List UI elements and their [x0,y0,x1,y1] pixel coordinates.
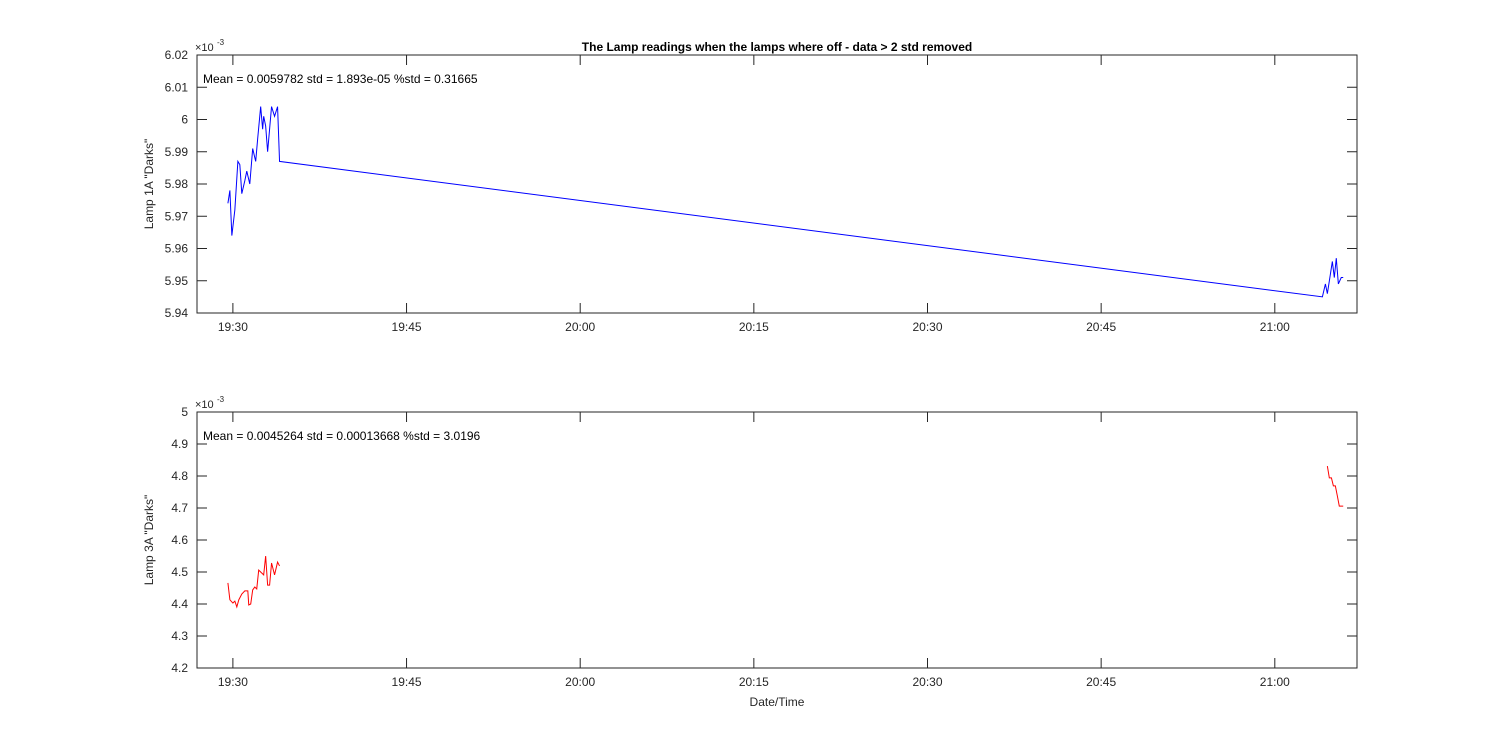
y-tick-label: 5.99 [165,145,189,159]
x-tick-label: 21:00 [1260,320,1290,334]
x-tick-label: 20:30 [912,320,942,334]
y-tick-label: 4.8 [171,469,188,483]
y-tick-label: 5.97 [165,209,189,223]
y-tick-label: 4.6 [171,533,188,547]
x-tick-label: 20:30 [912,675,942,689]
y-scale-base: ×10 [195,399,214,411]
x-tick-label: 19:45 [392,320,422,334]
annotation: Mean = 0.0059782 std = 1.893e-05 %std = … [203,72,478,86]
y-tick-label: 4.7 [171,501,188,515]
x-tick-label: 20:45 [1086,675,1116,689]
y-axis-label: Lamp 3A "Darks" [142,495,156,586]
y-tick-label: 4.9 [171,437,188,451]
y-tick-label: 5 [181,405,188,419]
y-tick-label: 5.95 [165,274,189,288]
y-tick-label: 6.01 [165,80,189,94]
y-tick-label: 6.02 [165,48,189,62]
x-tick-label: 21:00 [1260,675,1290,689]
x-tick-label: 19:45 [392,675,422,689]
x-tick-label: 20:00 [565,675,595,689]
chart-title: The Lamp readings when the lamps where o… [582,40,972,54]
x-tick-label: 19:30 [218,320,248,334]
x-tick-label: 20:45 [1086,320,1116,334]
x-tick-label: 19:30 [218,675,248,689]
plot-area [196,411,1358,669]
y-tick-label: 4.2 [171,661,188,675]
y-scale-exponent: -3 [217,38,225,47]
y-tick-label: 4.4 [171,597,188,611]
x-axis-label: Date/Time [750,695,805,709]
y-tick-label: 5.94 [165,306,189,320]
plot-area [196,54,1358,314]
y-axis-label: Lamp 1A "Darks" [142,139,156,230]
y-tick-label: 6 [181,113,188,127]
x-tick-label: 20:15 [739,675,769,689]
y-tick-label: 4.3 [171,629,188,643]
y-scale-exponent: -3 [217,395,225,404]
x-tick-label: 20:15 [739,320,769,334]
data-line [227,106,1344,298]
data-line [227,465,1344,609]
annotation: Mean = 0.0045264 std = 0.00013668 %std =… [203,429,481,443]
y-tick-label: 4.5 [171,565,188,579]
x-tick-label: 20:00 [565,320,595,334]
y-tick-label: 5.96 [165,242,189,256]
y-scale-base: ×10 [195,42,214,54]
y-tick-label: 5.98 [165,177,189,191]
